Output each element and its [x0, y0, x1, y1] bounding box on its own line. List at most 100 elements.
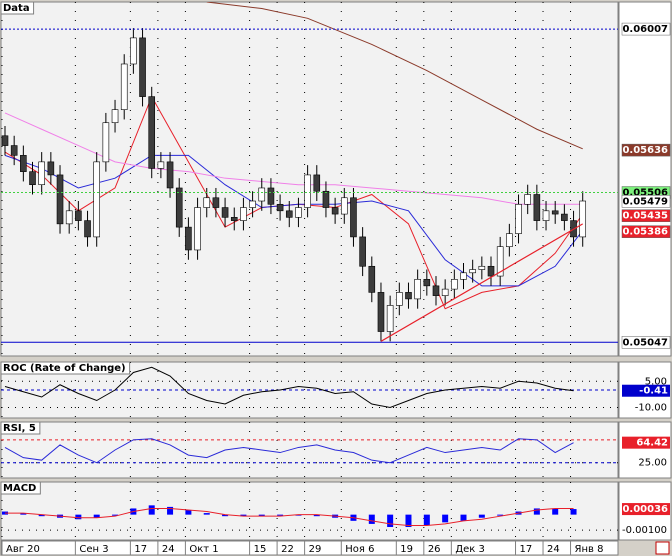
histogram-bar — [93, 514, 100, 518]
last-value-label: -0.41 — [639, 386, 668, 397]
y-tick-label: 5.00 — [645, 376, 667, 387]
candle-body — [212, 197, 220, 208]
price-label-box — [621, 143, 671, 157]
candle-body — [120, 63, 128, 110]
candle-body — [1, 135, 9, 146]
candle-body — [331, 207, 339, 215]
x-tick-label: Янв 8 — [575, 544, 604, 555]
panel-title: ROC (Rate of Change) — [3, 363, 126, 374]
histogram-bar — [75, 514, 82, 520]
price-label-box — [621, 209, 671, 222]
plot-area — [0, 481, 619, 541]
histogram-bar — [442, 514, 449, 523]
candle-body — [38, 161, 45, 186]
histogram-bar — [167, 506, 174, 515]
histogram-bar — [112, 514, 119, 516]
candle-body — [542, 210, 550, 221]
candle-body — [258, 187, 266, 202]
x-tick-label: 17 — [134, 544, 147, 555]
indicator-line — [4, 438, 574, 464]
histogram-bar — [497, 514, 504, 516]
x-tick-label: Ноя 6 — [345, 544, 374, 555]
histogram-bar — [552, 508, 559, 515]
histogram-bar — [20, 513, 27, 515]
histogram-bar — [460, 514, 467, 521]
plot-area — [0, 421, 619, 479]
candle-body — [340, 197, 348, 215]
candle-body — [111, 109, 119, 124]
candle-body — [451, 279, 458, 290]
candle-body — [350, 197, 357, 238]
histogram-bar — [423, 514, 430, 526]
candle-body — [506, 233, 513, 248]
panel-title: Data — [3, 3, 30, 14]
candle-body — [56, 174, 64, 225]
panel-title: MACD — [3, 483, 36, 494]
candle-body — [75, 210, 82, 221]
candle-body — [194, 207, 201, 251]
x-tick-label: 15 — [254, 544, 267, 555]
x-tick-label: Сен 3 — [79, 544, 108, 555]
histogram-bar — [313, 514, 320, 517]
candle-body — [130, 37, 137, 65]
candle-body — [386, 305, 394, 332]
price-label: 0.05636 — [622, 145, 668, 156]
candle-body — [396, 292, 403, 306]
candle-body — [359, 236, 366, 267]
histogram-bar — [387, 514, 394, 528]
candle-body — [221, 207, 229, 218]
candle-body — [47, 161, 55, 176]
candle-body — [166, 161, 174, 189]
plot-layer — [4, 438, 574, 464]
price-label-box — [621, 195, 671, 208]
x-axis-area — [0, 540, 619, 556]
histogram-bar — [533, 508, 540, 515]
moving-average — [206, 2, 583, 150]
candle-body — [175, 187, 183, 228]
candle-body — [368, 265, 376, 293]
histogram-bar — [258, 514, 265, 517]
candle-body — [469, 269, 476, 274]
panel-title-box — [0, 481, 41, 495]
price-label: 0.05506 — [622, 188, 668, 199]
candle-body — [405, 292, 412, 300]
candle-body — [10, 145, 18, 156]
x-tick-label: 24 — [547, 544, 560, 555]
candle-body — [65, 210, 73, 225]
y-tick-label: 25.00 — [638, 458, 667, 469]
candle-body — [487, 265, 495, 277]
candle-body — [84, 220, 91, 238]
x-tick-label: 24 — [162, 544, 175, 555]
price-label: 0.05386 — [622, 227, 668, 238]
candle-body — [460, 272, 467, 280]
price-label: 0.05479 — [622, 196, 668, 207]
candle-body — [102, 122, 110, 163]
candle-body — [423, 279, 431, 287]
last-value-box — [622, 503, 670, 516]
histogram-bar — [478, 514, 485, 518]
x-tick-label: 26 — [428, 544, 441, 555]
x-tick-label: 19 — [400, 544, 413, 555]
candle-body — [432, 285, 440, 296]
candle-body — [304, 174, 311, 208]
candle-body — [496, 246, 504, 277]
histogram-bar — [368, 514, 375, 524]
last-value-label: 0.00036 — [622, 504, 668, 515]
histogram-bar — [185, 509, 192, 515]
signal-line — [5, 507, 574, 526]
histogram-bar — [38, 514, 45, 517]
candle-body — [478, 265, 486, 270]
candle-body — [29, 171, 36, 186]
histogram-bar — [148, 505, 155, 515]
candle-body — [157, 161, 165, 169]
price-label-box — [621, 22, 671, 36]
candle-body — [93, 161, 100, 238]
candle-body — [313, 174, 321, 192]
corner-button — [655, 541, 670, 555]
histogram-bar — [203, 513, 210, 515]
candle-body — [579, 200, 587, 238]
axis-area — [618, 1, 672, 357]
histogram-bar — [570, 509, 577, 515]
candle-body — [551, 210, 559, 215]
